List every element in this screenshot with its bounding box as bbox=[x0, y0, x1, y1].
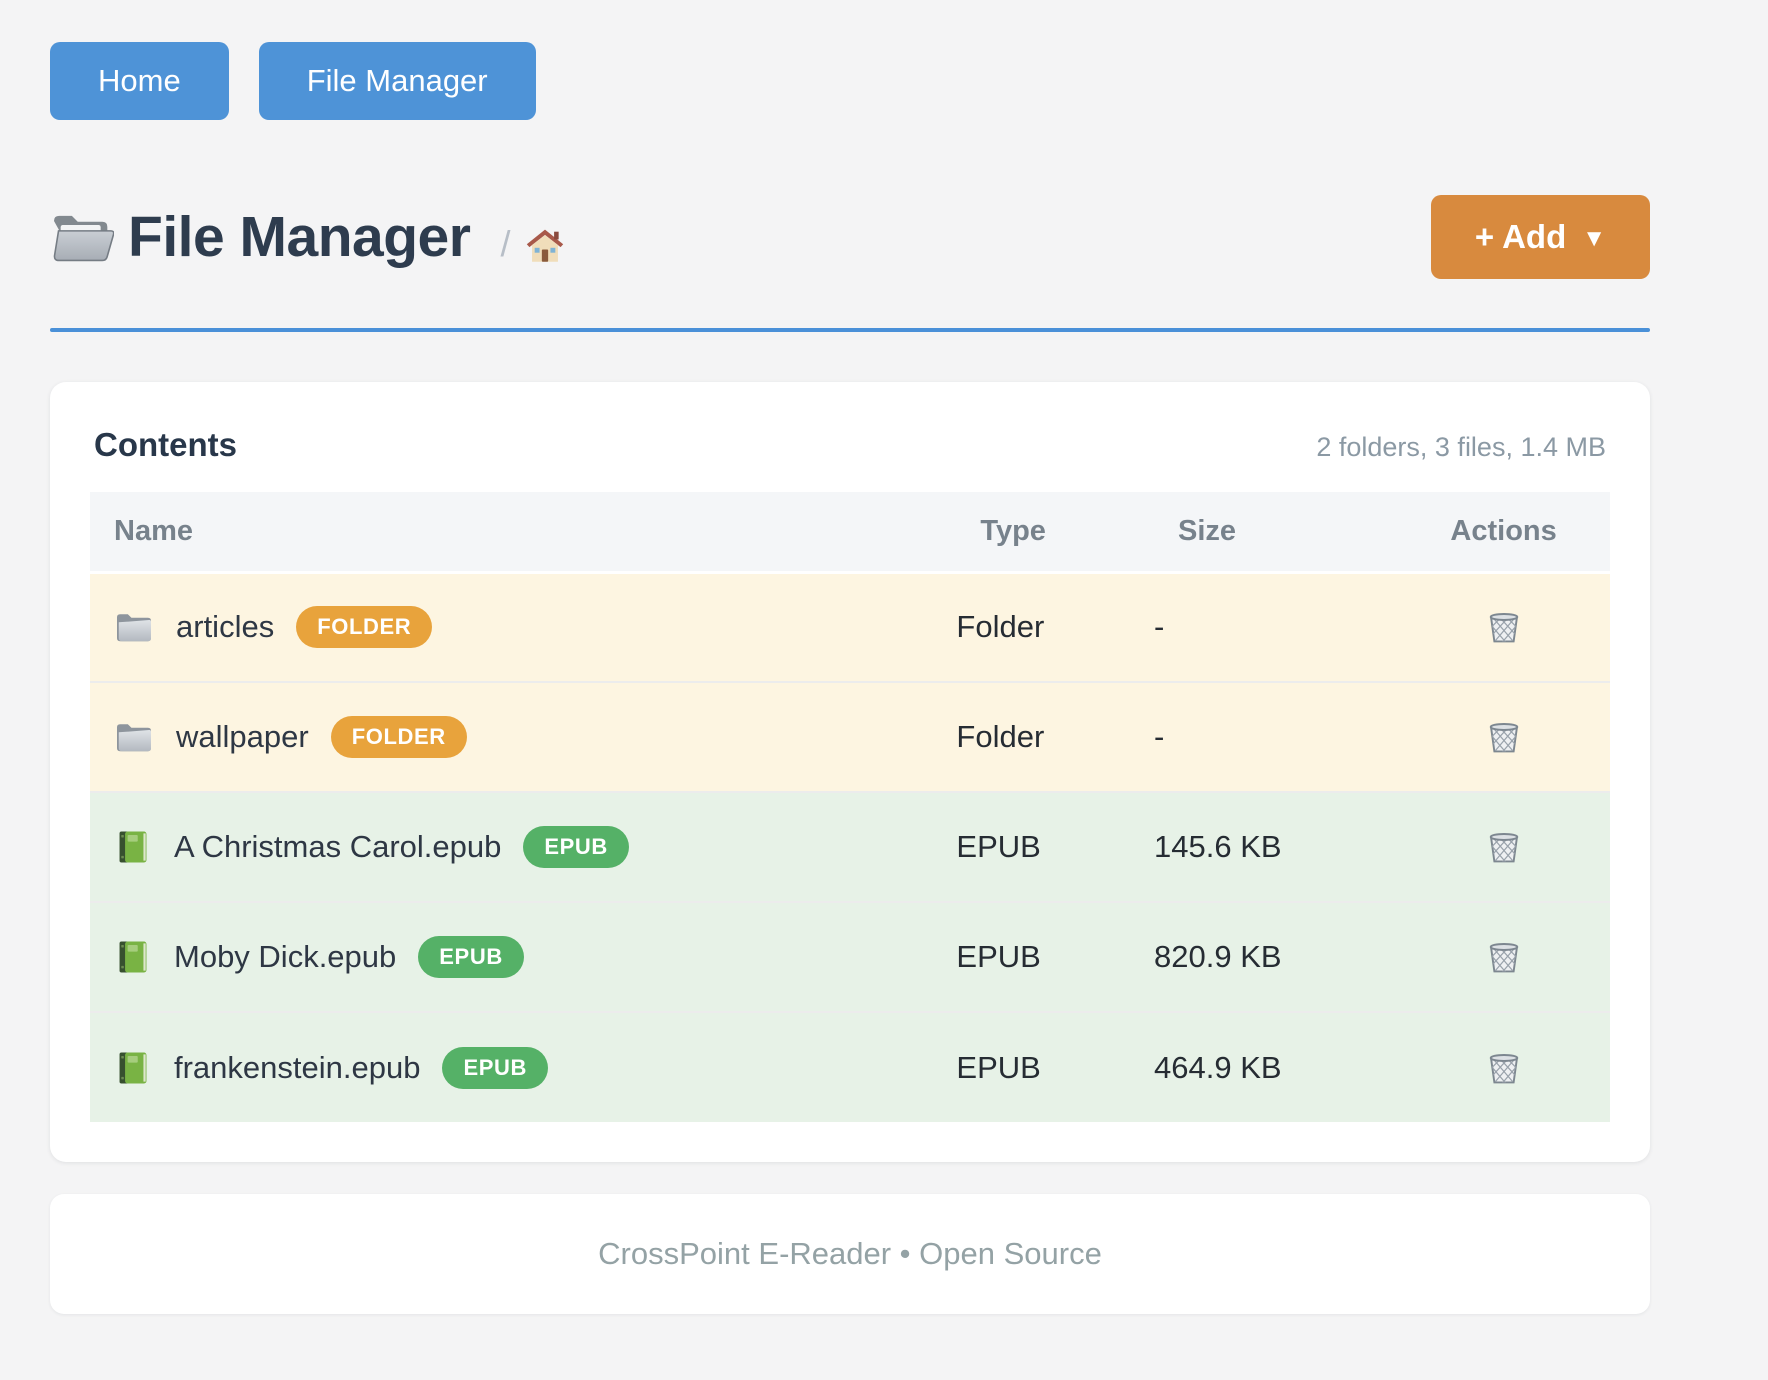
trash-icon bbox=[1483, 824, 1525, 866]
contents-card-header: Contents 2 folders, 3 files, 1.4 MB bbox=[90, 420, 1610, 464]
table-row-wallpaper: wallpaper FOLDER Folder - bbox=[90, 681, 1610, 792]
page-header: File Manager / + Add ▼ bbox=[50, 194, 1650, 280]
file-size: - bbox=[1154, 681, 1398, 792]
file-name-link[interactable]: A Christmas Carol.epub bbox=[174, 829, 502, 864]
top-nav: Home File Manager bbox=[50, 0, 1650, 120]
folder-icon bbox=[114, 610, 154, 644]
column-header-size: Size bbox=[1154, 492, 1398, 574]
contents-card: Contents 2 folders, 3 files, 1.4 MB Name… bbox=[50, 382, 1650, 1162]
delete-button[interactable] bbox=[1479, 710, 1529, 760]
epub-badge: EPUB bbox=[418, 936, 524, 978]
table-row-frankenstein: frankenstein.epub EPUB EPUB 464.9 KB bbox=[90, 1011, 1610, 1122]
file-type: EPUB bbox=[956, 901, 1154, 1012]
chevron-down-icon: ▼ bbox=[1582, 224, 1606, 252]
trash-icon bbox=[1483, 714, 1525, 756]
contents-summary: 2 folders, 3 files, 1.4 MB bbox=[1316, 432, 1606, 462]
file-size: 464.9 KB bbox=[1154, 1011, 1398, 1122]
delete-button[interactable] bbox=[1479, 930, 1529, 980]
delete-button[interactable] bbox=[1479, 600, 1529, 650]
trash-icon bbox=[1483, 604, 1525, 646]
epub-badge: EPUB bbox=[442, 1046, 548, 1089]
page-container: Home File Manager File Manager / + Add ▼… bbox=[50, 0, 1650, 1314]
header-divider bbox=[50, 328, 1650, 332]
footer: CrossPoint E-Reader • Open Source bbox=[50, 1194, 1650, 1314]
folder-badge: FOLDER bbox=[330, 716, 467, 758]
file-type: Folder bbox=[956, 681, 1154, 792]
file-type: EPUB bbox=[956, 1011, 1154, 1122]
column-header-actions: Actions bbox=[1397, 492, 1610, 574]
file-type: EPUB bbox=[956, 791, 1154, 902]
green-book-icon bbox=[114, 937, 152, 977]
file-name-link[interactable]: articles bbox=[176, 609, 275, 645]
table-row-moby-dick: Moby Dick.epub EPUB EPUB 820.9 KB bbox=[90, 901, 1610, 1012]
folder-icon bbox=[114, 720, 154, 754]
file-type: Folder bbox=[956, 572, 1154, 682]
house-icon[interactable] bbox=[524, 225, 566, 265]
column-header-name: Name bbox=[90, 492, 957, 574]
add-button[interactable]: + Add ▼ bbox=[1430, 195, 1650, 279]
nav-home-button[interactable]: Home bbox=[50, 42, 229, 120]
nav-file-manager-button[interactable]: File Manager bbox=[258, 42, 536, 120]
file-size: 820.9 KB bbox=[1154, 901, 1398, 1012]
column-header-type: Type bbox=[956, 492, 1154, 574]
breadcrumb: File Manager / bbox=[50, 204, 1431, 270]
add-button-label: + Add bbox=[1474, 218, 1567, 255]
open-folder-icon bbox=[50, 209, 114, 265]
page-title: File Manager bbox=[128, 205, 471, 269]
green-book-icon bbox=[114, 1048, 152, 1088]
delete-button[interactable] bbox=[1479, 820, 1529, 870]
footer-text: CrossPoint E-Reader • Open Source bbox=[598, 1236, 1102, 1271]
file-size: 145.6 KB bbox=[1154, 791, 1398, 902]
contents-heading: Contents bbox=[94, 426, 237, 463]
table-header-row: Name Type Size Actions bbox=[90, 492, 1610, 574]
table-row-christmas-carol: A Christmas Carol.epub EPUB EPUB 145.6 K… bbox=[90, 791, 1610, 902]
file-name-link[interactable]: wallpaper bbox=[176, 719, 309, 754]
trash-icon bbox=[1483, 1045, 1525, 1087]
folder-badge: FOLDER bbox=[296, 606, 433, 649]
file-name-link[interactable]: frankenstein.epub bbox=[174, 1049, 421, 1085]
file-table: Name Type Size Actions articles FOLDER bbox=[90, 492, 1610, 1122]
epub-badge: EPUB bbox=[523, 826, 629, 868]
green-book-icon bbox=[114, 827, 152, 867]
delete-button[interactable] bbox=[1479, 1041, 1529, 1091]
file-name-link[interactable]: Moby Dick.epub bbox=[174, 939, 397, 974]
breadcrumb-separator: / bbox=[500, 223, 511, 264]
file-size: - bbox=[1154, 572, 1398, 682]
table-row-articles: articles FOLDER Folder - bbox=[90, 572, 1610, 682]
trash-icon bbox=[1483, 934, 1525, 976]
